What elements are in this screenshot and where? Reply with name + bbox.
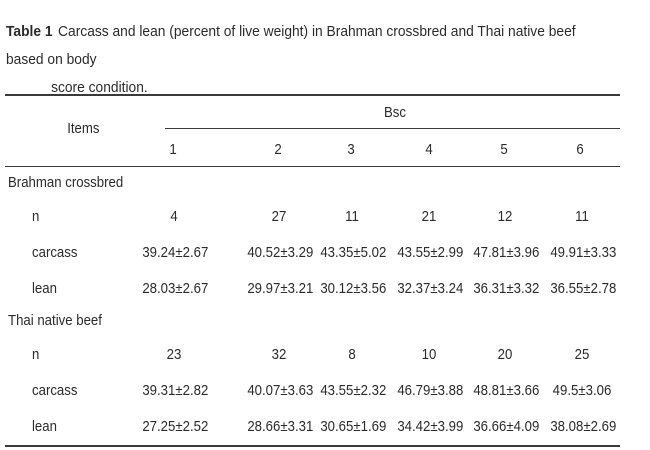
row-label: n xyxy=(32,346,40,363)
bsc-header-rule xyxy=(165,128,620,129)
header-bottom-rule xyxy=(5,166,620,167)
bsc-column-header-3: 3 xyxy=(347,141,355,158)
row-label: lean xyxy=(32,418,57,435)
row-label: lean xyxy=(32,280,57,297)
bsc-column-header-6: 6 xyxy=(576,141,584,158)
table-cell: 25 xyxy=(574,346,590,363)
table-cell: 43.35±5.02 xyxy=(320,244,387,261)
row-label: n xyxy=(32,208,40,225)
bsc-column-header-5: 5 xyxy=(500,141,508,158)
caption-label: Table 1 xyxy=(6,23,53,40)
table-cell: 40.52±3.29 xyxy=(247,244,314,261)
table-cell: 43.55±2.99 xyxy=(397,244,464,261)
table-cell: 39.24±2.67 xyxy=(142,244,209,261)
table-cell: 43.55±2.32 xyxy=(320,382,387,399)
table-cell: 38.08±2.69 xyxy=(550,418,617,435)
bsc-column-header-2: 2 xyxy=(274,141,282,158)
table-caption: Table 1 Carcass and lean (percent of live… xyxy=(6,18,586,102)
table-cell: 29.97±3.21 xyxy=(247,280,314,297)
table-cell: 32 xyxy=(271,346,287,363)
table-cell: 28.03±2.67 xyxy=(142,280,209,297)
caption-text-line1: Carcass and lean (percent of live weight… xyxy=(6,23,576,68)
table-cell: 20 xyxy=(497,346,513,363)
table-cell: 34.42±3.99 xyxy=(397,418,464,435)
table-cell: 36.66±4.09 xyxy=(473,418,540,435)
table-cell: 36.31±3.32 xyxy=(473,280,540,297)
caption-text-line2: score condition. xyxy=(51,79,148,96)
table-cell: 28.66±3.31 xyxy=(247,418,314,435)
bsc-column-header-1: 1 xyxy=(169,141,177,158)
table-cell: 8 xyxy=(348,346,356,363)
table-cell: 36.55±2.78 xyxy=(550,280,617,297)
table-cell: 10 xyxy=(421,346,437,363)
table-cell: 21 xyxy=(421,208,437,225)
table-cell: 11 xyxy=(345,208,359,225)
table-top-rule xyxy=(5,94,620,96)
table-cell: 30.12±3.56 xyxy=(320,280,387,297)
table-cell: 23 xyxy=(166,346,182,363)
bsc-column-header-4: 4 xyxy=(425,141,433,158)
table-cell: 39.31±2.82 xyxy=(142,382,209,399)
table-cell: 40.07±3.63 xyxy=(247,382,314,399)
table-cell: 11 xyxy=(575,208,589,225)
table-cell: 27.25±2.52 xyxy=(142,418,209,435)
row-label: carcass xyxy=(32,244,78,261)
table-cell: 49.91±3.33 xyxy=(550,244,617,261)
table-cell: 30.65±1.69 xyxy=(320,418,387,435)
table-cell: 27 xyxy=(271,208,287,225)
bsc-header: Bsc xyxy=(383,104,406,121)
table-bottom-rule xyxy=(5,445,620,447)
group-label: Brahman crossbred xyxy=(8,174,124,191)
items-header: Items xyxy=(67,120,100,137)
table-cell: 46.79±3.88 xyxy=(397,382,464,399)
table-cell: 49.5±3.06 xyxy=(552,382,612,399)
table-cell: 32.37±3.24 xyxy=(397,280,464,297)
table-cell: 12 xyxy=(497,208,513,225)
table-cell: 48.81±3.66 xyxy=(473,382,540,399)
row-label: carcass xyxy=(32,382,78,399)
group-label: Thai native beef xyxy=(8,312,102,329)
table-cell: 47.81±3.96 xyxy=(473,244,540,261)
table-cell: 4 xyxy=(170,208,178,225)
